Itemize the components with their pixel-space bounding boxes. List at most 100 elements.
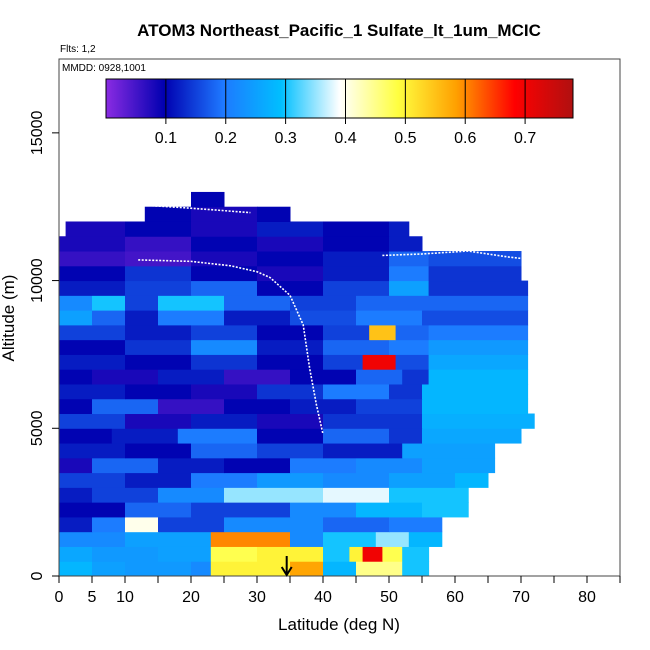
heatmap-cell [369,324,397,341]
heatmap-cell [257,280,324,296]
heatmap-cell [323,236,390,252]
heatmap-cell [191,413,258,429]
heatmap-cell [191,251,258,267]
heatmap-cell [191,383,258,400]
heatmap-cell [323,280,390,296]
heatmap-cell [323,472,390,488]
heatmap-cell [144,206,192,222]
heatmap-cell [257,221,324,237]
heatmap-cell [428,280,529,296]
heatmap-cell [125,280,192,296]
heatmap-cell [65,221,126,237]
heatmap-cell [125,339,192,355]
heatmap-cell [290,561,324,577]
heatmap-cell [125,413,192,429]
heatmap-cell [191,443,258,459]
heatmap-cell [402,561,430,577]
heatmap-cell [59,413,126,429]
heatmap-cell [422,502,469,518]
heatmap-cell [59,443,126,459]
heatmap-cell [59,398,93,415]
x-tick-label: 60 [446,589,464,606]
heatmap-cell [158,546,212,562]
y-tick-label: 0 [29,571,46,580]
heatmap-cell [389,339,430,355]
heatmap-cell [422,428,522,444]
heatmap-cell [290,369,357,385]
colorbar-tick-label: 0.1 [155,130,177,147]
heatmap-cell [257,206,291,222]
heatmap-cell [59,531,126,547]
heatmap-cell [158,398,225,415]
heatmap-cell [395,354,430,370]
heatmap-cell [158,310,225,326]
heatmap-cell [59,561,93,577]
heatmap-cell [257,443,324,459]
heatmap-cell [191,191,225,208]
heatmap-cell [191,206,258,222]
heatmap-cell [125,443,192,459]
x-tick-label: 40 [314,589,332,606]
colorbar-bar [105,78,574,119]
heatmap-cell [323,516,390,533]
heatmap-cell [389,280,430,296]
heatmap-cell [323,428,390,444]
heatmap-cell [323,354,364,370]
arrow-head [280,566,293,577]
heatmap-cell [59,324,126,341]
heatmap-cell [389,487,469,503]
heatmap-cell [323,221,390,237]
heatmap-cell [257,472,324,488]
x-axis: 0 5 10 20 30 40 50 60 70 80 [55,576,621,606]
heatmap-cell [323,487,390,503]
x-tick-label: 70 [512,589,530,606]
heatmap-cell [356,457,423,474]
heatmap-cell [59,310,93,326]
heatmap-cell [455,472,489,488]
heatmap-cell [191,472,258,488]
chart-title: ATOM3 Northeast_Pacific_1 Sulfate_lt_1um… [137,21,541,40]
heatmap-cell [59,457,93,474]
heatmap-cell [356,502,423,518]
heatmap-cell [125,236,192,252]
colorbar-tick-label: 0.4 [334,130,356,147]
heatmap-cell [323,546,350,562]
heatmap-cell [349,546,364,562]
flight-track [138,259,324,435]
heatmap-cell [382,546,403,562]
y-tick-label: 15000 [29,111,46,156]
heatmap-cell [59,295,93,311]
heatmap-cell [59,251,126,267]
heatmap-cell [402,546,430,562]
heatmap-cell [210,561,291,577]
heatmap-cell [323,413,423,429]
heatmap-cell [59,472,126,488]
heatmap-cell [389,221,410,237]
colorbar-tick-label: 0.6 [454,130,476,147]
heatmap-cell [125,324,192,341]
heatmap-cell [191,221,258,237]
heatmap-cell [257,413,324,429]
heatmap-cell [125,354,192,370]
heatmap-cell [422,457,496,474]
heatmap-cell [290,295,357,311]
heatmap-cell [257,339,324,355]
heatmap-cell [92,487,159,503]
plot-frame [58,58,621,577]
heatmap-cell [125,383,192,400]
heatmap-cell [92,546,159,562]
heatmap-cell [389,236,423,252]
heatmap-cell [389,265,430,282]
heatmap-cell [257,383,324,400]
heatmap-cell [125,265,192,282]
heatmap-cell [92,457,159,474]
heatmap-cell [356,369,403,385]
heatmap-cell [356,295,423,311]
heatmap [59,191,535,577]
flights-label: Flts: 1,2 [60,44,96,55]
colorbar-tick-label: 0.7 [514,130,536,147]
heatmap-cell [257,354,324,370]
heatmap-cell [59,280,126,296]
x-tick-label: 20 [182,589,200,606]
